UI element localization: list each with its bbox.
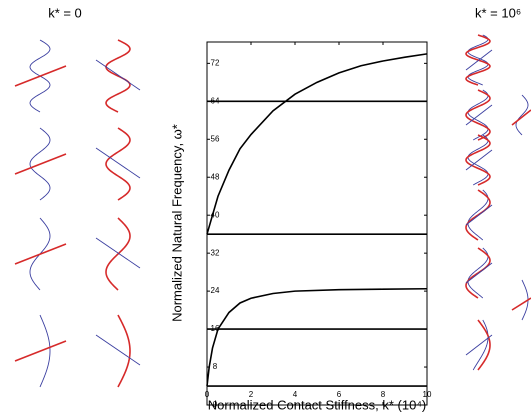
mode-bar <box>465 149 493 171</box>
mode-bar <box>95 147 141 179</box>
mode-bar <box>14 65 67 87</box>
mode-bar <box>511 109 531 126</box>
y-tick-label: 24 <box>211 286 220 295</box>
y-tick-label: 32 <box>211 248 220 257</box>
mode-bar <box>14 153 67 175</box>
mode-curve <box>105 217 131 291</box>
series-line <box>206 53 428 235</box>
mode-bar <box>465 204 493 226</box>
mode-curve <box>105 127 131 201</box>
x-tick-label: 0 <box>205 390 210 399</box>
y-tick-label: 48 <box>211 172 220 181</box>
mode-curve <box>465 247 491 299</box>
mode-curve <box>465 189 491 241</box>
mode-curve <box>467 89 489 141</box>
mode-bar <box>95 334 141 366</box>
mode-curve <box>465 89 491 141</box>
mode-curve <box>39 314 51 388</box>
mode-curve <box>117 314 131 388</box>
x-tick-label: 2 <box>249 390 254 399</box>
mode-bar <box>14 340 67 362</box>
y-tick-label: 72 <box>211 58 220 67</box>
y-tick-label: 8 <box>213 362 218 371</box>
mode-bar <box>465 334 493 356</box>
mode-curve <box>515 94 529 136</box>
left-label: k* = 0 <box>48 5 82 20</box>
x-tick-label: 6 <box>337 390 342 399</box>
mode-curve <box>465 34 491 86</box>
mode-curve <box>465 134 491 186</box>
y-tick-label: 0 <box>213 400 218 409</box>
mode-curve <box>467 134 489 186</box>
right-label: k* = 10⁶ <box>475 5 521 20</box>
x-tick-label: 8 <box>381 390 386 399</box>
x-tick-label: 10 <box>423 390 432 399</box>
x-tick-label: 4 <box>293 390 298 399</box>
mode-curve <box>472 319 489 371</box>
mode-shapes <box>14 34 531 388</box>
mode-bar <box>95 59 141 91</box>
mode-bar <box>465 49 493 71</box>
series-line <box>206 287 428 387</box>
mode-bar <box>511 297 531 311</box>
mode-curve <box>29 127 51 201</box>
mode-bar <box>14 243 67 265</box>
mode-curve <box>477 319 491 371</box>
y-tick-label: 56 <box>211 134 220 143</box>
mode-bar <box>95 237 141 269</box>
mode-curve <box>105 39 131 113</box>
y-tick-label: 40 <box>211 210 220 219</box>
mode-bar <box>465 104 493 126</box>
plot-frame <box>206 41 428 406</box>
mode-bar <box>465 262 493 284</box>
y-axis-label: Normalized Natural Frequency, ω* <box>169 124 184 322</box>
